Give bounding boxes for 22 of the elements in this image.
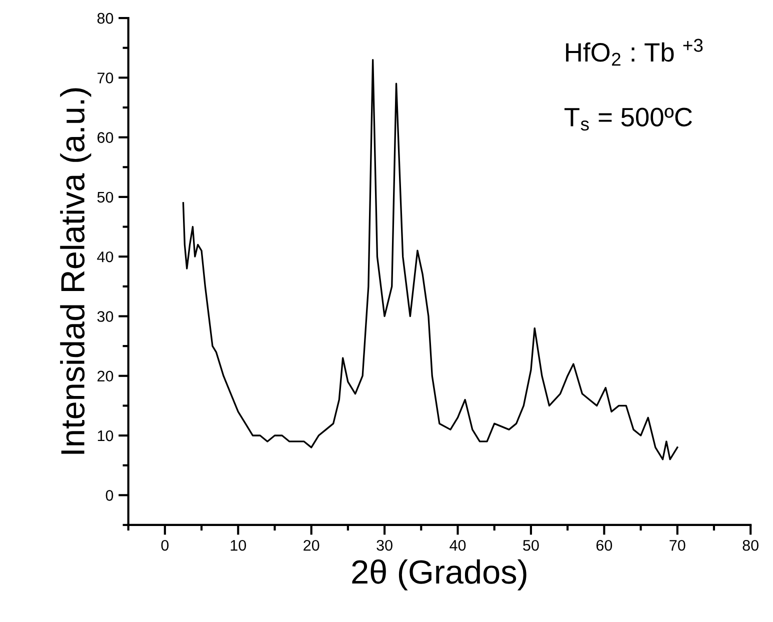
x-axis-title: 2θ (Grados)	[352, 559, 526, 590]
annotation: T$_{s}$ = 500ºC	[564, 108, 692, 131]
y-tick-label: 50	[97, 192, 114, 203]
y-tick-label: 20	[98, 370, 114, 382]
x-tick-label: 80	[742, 540, 758, 551]
y-tick-label: 0	[106, 490, 114, 501]
y-tick-label: 60	[98, 132, 114, 143]
x-tick-label: 20	[304, 540, 320, 551]
x-tick-label: 40	[450, 540, 466, 551]
y-tick-label: 70	[98, 72, 114, 84]
x-tick-label: 70	[670, 540, 686, 551]
x-tick-label: 50	[523, 540, 539, 551]
x-tick-label: 60	[596, 540, 612, 551]
y-axis-title: Intensidad Relativa (a.u.)	[60, 88, 92, 454]
y-tick-label: 30	[97, 311, 114, 322]
y-tick-label: 80	[97, 12, 114, 24]
x-tick-label: 0	[161, 540, 169, 551]
annotation: HfO$_{2}$ : Tb $^{+3}$	[566, 38, 703, 66]
x-tick-label: 30	[376, 540, 392, 551]
y-tick-label: 40	[97, 251, 114, 262]
y-tick-label: 10	[98, 430, 114, 442]
x-tick-label: 10	[230, 540, 246, 551]
